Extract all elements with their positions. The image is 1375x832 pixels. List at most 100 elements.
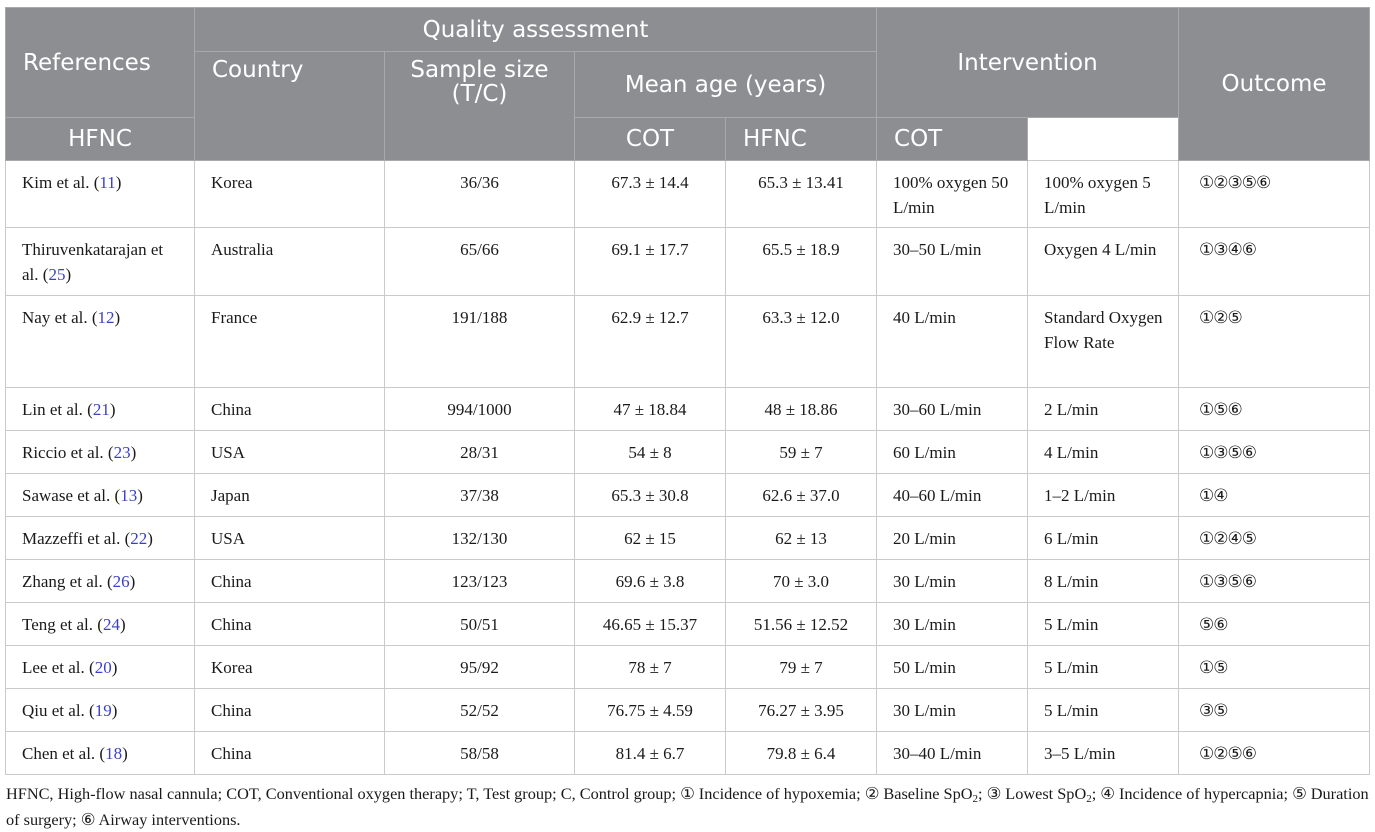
cell-sample-size: 58/58 bbox=[384, 731, 575, 775]
cell-reference: Teng et al. (24) bbox=[5, 602, 195, 646]
reference-close: ) bbox=[115, 173, 122, 192]
cell-outcome: ③⑤ bbox=[1178, 688, 1371, 732]
cell-age-cot: 79 ± 7 bbox=[724, 645, 878, 689]
reference-close: ) bbox=[65, 264, 72, 284]
cell-age-cot: 59 ± 7 bbox=[724, 430, 878, 474]
cell-intervention-hfnc: 30 L/min bbox=[876, 688, 1029, 732]
reference-number-link[interactable]: 25 bbox=[48, 264, 66, 284]
cell-intervention-hfnc: 30 L/min bbox=[876, 602, 1029, 646]
reference-author: Teng et al. ( bbox=[22, 615, 103, 634]
table-row: Zhang et al. (26) China 123/123 69.6 ± 3.8 7… bbox=[5, 559, 1371, 603]
cell-intervention-cot: 100% oxygen 5 L/min bbox=[1027, 160, 1180, 228]
reference-author: Sawase et al. ( bbox=[22, 486, 121, 505]
cell-intervention-hfnc: 20 L/min bbox=[876, 516, 1029, 560]
cell-sample-size: 36/36 bbox=[384, 160, 575, 228]
cell-intervention-hfnc: 50 L/min bbox=[876, 645, 1029, 689]
cell-age-cot: 70 ± 3.0 bbox=[724, 559, 878, 603]
cell-reference: Chen et al. (18) bbox=[5, 731, 195, 775]
reference-author: Lin et al. ( bbox=[22, 400, 93, 419]
reference-number-link[interactable]: 18 bbox=[105, 744, 123, 763]
table-row: Thiruvenkatarajan et al. (25) Australia 65… bbox=[5, 227, 1371, 296]
reference-number-link[interactable]: 11 bbox=[99, 173, 116, 192]
cell-outcome: ①②⑤ bbox=[1178, 295, 1371, 388]
header-mean-age: Mean age (years) bbox=[573, 51, 878, 118]
cell-intervention-cot: Oxygen 4 L/min bbox=[1027, 227, 1180, 296]
cell-reference: Lee et al. (20) bbox=[5, 645, 195, 689]
header-sample-size: Sample size (T/C) bbox=[384, 51, 575, 161]
reference-number-link[interactable]: 20 bbox=[94, 658, 112, 677]
header-intervention-hfnc: HFNC bbox=[724, 117, 878, 161]
cell-age-cot: 62 ± 13 bbox=[724, 516, 878, 560]
reference-number-link[interactable]: 24 bbox=[102, 615, 120, 634]
cell-age-hfnc: 62.9 ± 12.7 bbox=[574, 295, 726, 388]
cell-intervention-cot: Standard Oxygen Flow Rate bbox=[1027, 295, 1180, 388]
cell-age-cot: 65.5 ± 18.9 bbox=[724, 227, 878, 296]
reference-author: Riccio et al. ( bbox=[22, 443, 114, 462]
reference-author: Mazzeffi et al. ( bbox=[22, 529, 131, 548]
reference-number-link[interactable]: 13 bbox=[120, 486, 138, 505]
cell-reference: Lin et al. (21) bbox=[5, 387, 195, 431]
footnote-text-2: ; ③ Lowest SpO bbox=[977, 784, 1087, 803]
reference-close: ) bbox=[147, 529, 153, 548]
cell-outcome: ①②④⑤ bbox=[1178, 516, 1371, 560]
cell-age-cot: 48 ± 18.86 bbox=[724, 387, 878, 431]
table-row: Kim et al. (11) Korea 36/36 67.3 ± 14.4 65.3… bbox=[5, 160, 1371, 228]
header-age-cot: COT bbox=[574, 117, 726, 161]
cell-age-hfnc: 76.75 ± 4.59 bbox=[574, 688, 726, 732]
cell-intervention-cot: 5 L/min bbox=[1027, 645, 1180, 689]
cell-age-cot: 63.3 ± 12.0 bbox=[724, 295, 878, 388]
reference-number-link[interactable]: 19 bbox=[94, 701, 112, 720]
study-characteristics-table: References Quality assessment Interventi… bbox=[5, 7, 1371, 775]
reference-author: Thiruvenkatarajan et al. ( bbox=[22, 240, 164, 284]
cell-reference: Riccio et al. (23) bbox=[5, 430, 195, 474]
cell-reference: Mazzeffi et al. (22) bbox=[5, 516, 195, 560]
cell-intervention-cot: 6 L/min bbox=[1027, 516, 1180, 560]
reference-close: ) bbox=[129, 572, 136, 591]
reference-close: ) bbox=[111, 658, 118, 677]
cell-age-hfnc: 65.3 ± 30.8 bbox=[574, 473, 726, 517]
reference-number-link[interactable]: 23 bbox=[113, 443, 131, 462]
reference-close: ) bbox=[109, 400, 116, 419]
cell-intervention-hfnc: 30–60 L/min bbox=[876, 387, 1029, 431]
table-row: Riccio et al. (23) USA 28/31 54 ± 8 59 ± 7 60… bbox=[5, 430, 1371, 474]
cell-country: Australia bbox=[194, 227, 385, 296]
cell-country: Korea bbox=[194, 645, 385, 689]
cell-age-hfnc: 69.1 ± 17.7 bbox=[574, 227, 726, 296]
cell-age-cot: 51.56 ± 12.52 bbox=[724, 602, 878, 646]
cell-intervention-cot: 3–5 L/min bbox=[1027, 731, 1180, 775]
cell-sample-size: 52/52 bbox=[384, 688, 575, 732]
cell-intervention-hfnc: 30–40 L/min bbox=[876, 731, 1029, 775]
reference-number-link[interactable]: 12 bbox=[97, 308, 115, 327]
reference-author: Qiu et al. ( bbox=[22, 701, 95, 720]
cell-intervention-hfnc: 30–50 L/min bbox=[876, 227, 1029, 296]
cell-outcome: ①⑤⑥ bbox=[1178, 387, 1371, 431]
cell-intervention-cot: 1–2 L/min bbox=[1027, 473, 1180, 517]
table-body: Kim et al. (11) Korea 36/36 67.3 ± 14.4 65.3… bbox=[5, 160, 1371, 775]
cell-outcome: ①③⑤⑥ bbox=[1178, 559, 1371, 603]
cell-country: USA bbox=[194, 430, 385, 474]
cell-outcome: ⑤⑥ bbox=[1178, 602, 1371, 646]
reference-number-link[interactable]: 21 bbox=[92, 400, 110, 419]
cell-country: Japan bbox=[194, 473, 385, 517]
reference-number-link[interactable]: 26 bbox=[112, 572, 130, 591]
cell-country: China bbox=[194, 731, 385, 775]
cell-intervention-cot: 5 L/min bbox=[1027, 602, 1180, 646]
cell-reference: Kim et al. (11) bbox=[5, 160, 195, 228]
table-row: Nay et al. (12) France 191/188 62.9 ± 12.7 6… bbox=[5, 295, 1371, 388]
header-outcome: Outcome bbox=[1178, 7, 1371, 161]
cell-intervention-hfnc: 30 L/min bbox=[876, 559, 1029, 603]
cell-country: Korea bbox=[194, 160, 385, 228]
cell-sample-size: 28/31 bbox=[384, 430, 575, 474]
cell-sample-size: 132/130 bbox=[384, 516, 575, 560]
cell-intervention-hfnc: 40–60 L/min bbox=[876, 473, 1029, 517]
cell-age-cot: 62.6 ± 37.0 bbox=[724, 473, 878, 517]
table-footnote: HFNC, High-flow nasal cannula; COT, Conv… bbox=[6, 782, 1372, 832]
cell-age-cot: 76.27 ± 3.95 bbox=[724, 688, 878, 732]
cell-sample-size: 191/188 bbox=[384, 295, 575, 388]
footnote-text-1: HFNC, High-flow nasal cannula; COT, Conv… bbox=[6, 784, 973, 803]
reference-close: ) bbox=[137, 486, 143, 505]
reference-number-link[interactable]: 22 bbox=[130, 529, 148, 548]
cell-age-hfnc: 81.4 ± 6.7 bbox=[574, 731, 726, 775]
header-country: Country bbox=[194, 51, 385, 161]
table-row: Chen et al. (18) China 58/58 81.4 ± 6.7 79.8… bbox=[5, 731, 1371, 775]
